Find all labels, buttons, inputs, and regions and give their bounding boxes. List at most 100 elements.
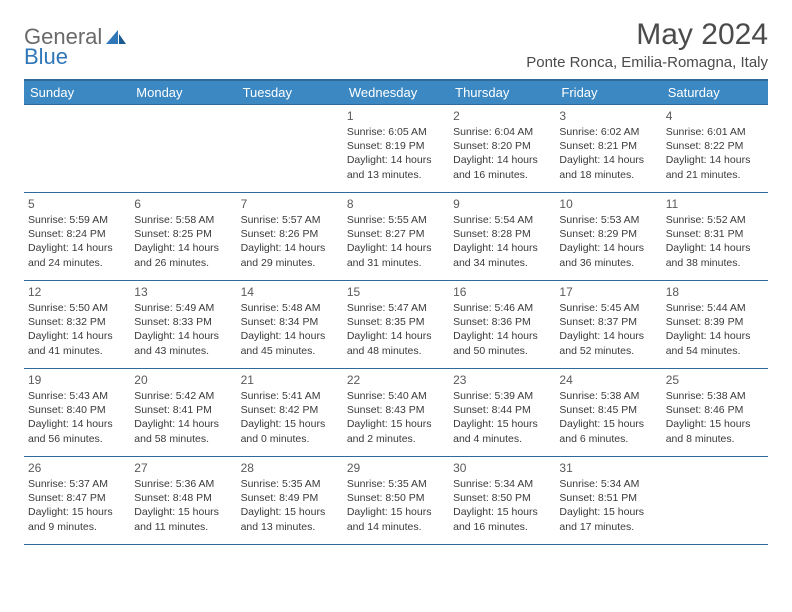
- daylight-text: Daylight: 15 hours and 17 minutes.: [559, 505, 657, 533]
- day-number: 12: [28, 285, 126, 299]
- calendar-week-row: 19Sunrise: 5:43 AMSunset: 8:40 PMDayligh…: [24, 369, 768, 457]
- sunset-text: Sunset: 8:46 PM: [666, 403, 764, 417]
- cell-details: Sunrise: 5:44 AMSunset: 8:39 PMDaylight:…: [666, 301, 764, 358]
- sunset-text: Sunset: 8:48 PM: [134, 491, 232, 505]
- cell-details: Sunrise: 5:45 AMSunset: 8:37 PMDaylight:…: [559, 301, 657, 358]
- daylight-text: Daylight: 14 hours and 21 minutes.: [666, 153, 764, 181]
- day-number: 25: [666, 373, 764, 387]
- daylight-text: Daylight: 15 hours and 16 minutes.: [453, 505, 551, 533]
- cell-details: Sunrise: 5:37 AMSunset: 8:47 PMDaylight:…: [28, 477, 126, 534]
- sunset-text: Sunset: 8:24 PM: [28, 227, 126, 241]
- daylight-text: Daylight: 14 hours and 58 minutes.: [134, 417, 232, 445]
- day-number: 16: [453, 285, 551, 299]
- sunrise-text: Sunrise: 5:38 AM: [666, 389, 764, 403]
- daylight-text: Daylight: 15 hours and 9 minutes.: [28, 505, 126, 533]
- location: Ponte Ronca, Emilia-Romagna, Italy: [526, 54, 768, 71]
- sunrise-text: Sunrise: 5:45 AM: [559, 301, 657, 315]
- sunrise-text: Sunrise: 5:48 AM: [241, 301, 339, 315]
- sunrise-text: Sunrise: 5:40 AM: [347, 389, 445, 403]
- sunset-text: Sunset: 8:21 PM: [559, 139, 657, 153]
- calendar-cell: 22Sunrise: 5:40 AMSunset: 8:43 PMDayligh…: [343, 369, 449, 457]
- calendar-week-row: 26 Sunrise: 5:37 AMSunset: 8:47 PMDayligh…: [24, 457, 768, 545]
- cell-details: Sunrise: 5:39 AMSunset: 8:44 PMDaylight:…: [453, 389, 551, 446]
- calendar-cell: 20Sunrise: 5:42 AMSunset: 8:41 PMDayligh…: [130, 369, 236, 457]
- day-number: 10: [559, 197, 657, 211]
- sunset-text: Sunset: 8:43 PM: [347, 403, 445, 417]
- day-number: 3: [559, 109, 657, 123]
- day-number: 21: [241, 373, 339, 387]
- day-number: 26: [28, 461, 126, 475]
- daylight-text: Daylight: 14 hours and 48 minutes.: [347, 329, 445, 357]
- day-number: 24: [559, 373, 657, 387]
- sunset-text: Sunset: 8:39 PM: [666, 315, 764, 329]
- cell-details: Sunrise: 5:41 AMSunset: 8:42 PMDaylight:…: [241, 389, 339, 446]
- sunset-text: Sunset: 8:19 PM: [347, 139, 445, 153]
- month-title: May 2024: [526, 18, 768, 52]
- cell-details: Sunrise: 5:34 AMSunset: 8:51 PMDaylight:…: [559, 477, 657, 534]
- daylight-text: Daylight: 15 hours and 0 minutes.: [241, 417, 339, 445]
- cell-details: Sunrise: 5:54 AMSunset: 8:28 PMDaylight:…: [453, 213, 551, 270]
- sunset-text: Sunset: 8:36 PM: [453, 315, 551, 329]
- day-number: 31: [559, 461, 657, 475]
- day-number: 6: [134, 197, 232, 211]
- calendar-cell: 29Sunrise: 5:35 AMSunset: 8:50 PMDayligh…: [343, 457, 449, 545]
- calendar-cell: 15Sunrise: 5:47 AMSunset: 8:35 PMDayligh…: [343, 281, 449, 369]
- calendar-cell: [237, 105, 343, 193]
- calendar-cell: 27Sunrise: 5:36 AMSunset: 8:48 PMDayligh…: [130, 457, 236, 545]
- calendar-cell: 13Sunrise: 5:49 AMSunset: 8:33 PMDayligh…: [130, 281, 236, 369]
- cell-details: Sunrise: 5:42 AMSunset: 8:41 PMDaylight:…: [134, 389, 232, 446]
- title-block: May 2024 Ponte Ronca, Emilia-Romagna, It…: [526, 18, 768, 71]
- daylight-text: Daylight: 14 hours and 16 minutes.: [453, 153, 551, 181]
- sunset-text: Sunset: 8:33 PM: [134, 315, 232, 329]
- sunrise-text: Sunrise: 5:41 AM: [241, 389, 339, 403]
- sunset-text: Sunset: 8:45 PM: [559, 403, 657, 417]
- calendar-cell: 18 Sunrise: 5:44 AMSunset: 8:39 PMDayligh…: [662, 281, 768, 369]
- calendar-cell: [662, 457, 768, 545]
- sunset-text: Sunset: 8:51 PM: [559, 491, 657, 505]
- calendar-cell: 5 Sunrise: 5:59 AMSunset: 8:24 PMDaylight…: [24, 193, 130, 281]
- day-number: 27: [134, 461, 232, 475]
- day-number: 5: [28, 197, 126, 211]
- calendar-cell: 6 Sunrise: 5:58 AMSunset: 8:25 PMDaylight…: [130, 193, 236, 281]
- calendar-cell: 11Sunrise: 5:52 AMSunset: 8:31 PMDayligh…: [662, 193, 768, 281]
- day-number: 2: [453, 109, 551, 123]
- day-number: 18: [666, 285, 764, 299]
- cell-details: Sunrise: 6:04 AMSunset: 8:20 PMDaylight:…: [453, 125, 551, 182]
- daylight-text: Daylight: 14 hours and 31 minutes.: [347, 241, 445, 269]
- daylight-text: Daylight: 15 hours and 8 minutes.: [666, 417, 764, 445]
- day-number: 17: [559, 285, 657, 299]
- sunrise-text: Sunrise: 5:50 AM: [28, 301, 126, 315]
- calendar-cell: 26 Sunrise: 5:37 AMSunset: 8:47 PMDayligh…: [24, 457, 130, 545]
- calendar-cell: 31 Sunrise: 5:34 AMSunset: 8:51 PMDayligh…: [555, 457, 661, 545]
- calendar-week-row: 5 Sunrise: 5:59 AMSunset: 8:24 PMDaylight…: [24, 193, 768, 281]
- sunrise-text: Sunrise: 5:47 AM: [347, 301, 445, 315]
- sunset-text: Sunset: 8:50 PM: [347, 491, 445, 505]
- calendar-cell: 19Sunrise: 5:43 AMSunset: 8:40 PMDayligh…: [24, 369, 130, 457]
- calendar-cell: 9 Sunrise: 5:54 AMSunset: 8:28 PMDaylight…: [449, 193, 555, 281]
- sunrise-text: Sunrise: 6:02 AM: [559, 125, 657, 139]
- weekday-header-row: Sunday Monday Tuesday Wednesday Thursday…: [24, 80, 768, 105]
- cell-details: Sunrise: 5:49 AMSunset: 8:33 PMDaylight:…: [134, 301, 232, 358]
- logo-sail-icon: [104, 28, 128, 46]
- day-number: 9: [453, 197, 551, 211]
- calendar-cell: [24, 105, 130, 193]
- daylight-text: Daylight: 14 hours and 45 minutes.: [241, 329, 339, 357]
- header: General May 2024 Ponte Ronca, Emilia-Rom…: [24, 18, 768, 71]
- calendar-cell: 25 Sunrise: 5:38 AMSunset: 8:46 PMDayligh…: [662, 369, 768, 457]
- sunrise-text: Sunrise: 5:58 AM: [134, 213, 232, 227]
- cell-details: Sunrise: 5:58 AMSunset: 8:25 PMDaylight:…: [134, 213, 232, 270]
- day-number: 23: [453, 373, 551, 387]
- calendar-cell: 14Sunrise: 5:48 AMSunset: 8:34 PMDayligh…: [237, 281, 343, 369]
- sunrise-text: Sunrise: 5:34 AM: [453, 477, 551, 491]
- cell-details: Sunrise: 5:46 AMSunset: 8:36 PMDaylight:…: [453, 301, 551, 358]
- day-number: 19: [28, 373, 126, 387]
- daylight-text: Daylight: 14 hours and 13 minutes.: [347, 153, 445, 181]
- sunset-text: Sunset: 8:50 PM: [453, 491, 551, 505]
- day-number: 22: [347, 373, 445, 387]
- calendar-cell: 3Sunrise: 6:02 AMSunset: 8:21 PMDaylight…: [555, 105, 661, 193]
- sunrise-text: Sunrise: 5:43 AM: [28, 389, 126, 403]
- cell-details: Sunrise: 5:59 AMSunset: 8:24 PMDaylight:…: [28, 213, 126, 270]
- sunrise-text: Sunrise: 5:39 AM: [453, 389, 551, 403]
- calendar-cell: [130, 105, 236, 193]
- cell-details: Sunrise: 5:35 AMSunset: 8:49 PMDaylight:…: [241, 477, 339, 534]
